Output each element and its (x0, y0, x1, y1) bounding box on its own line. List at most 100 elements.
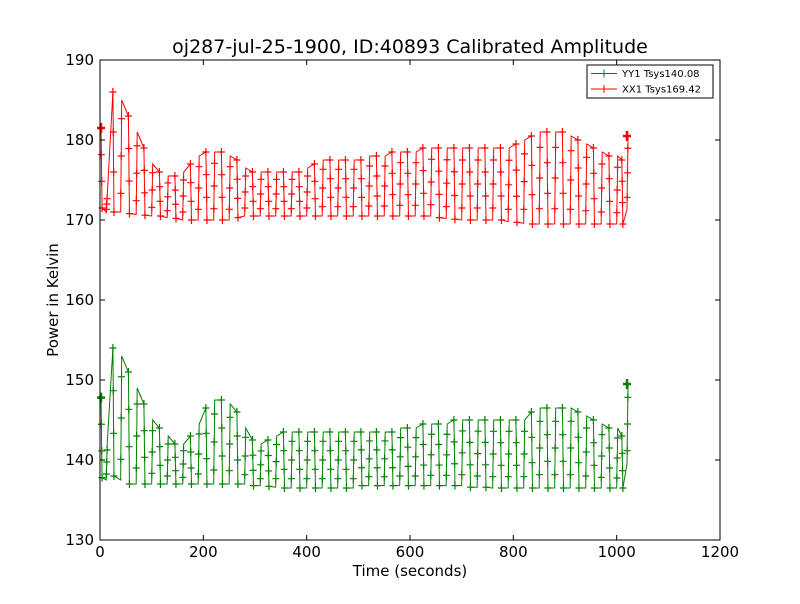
data-point (141, 453, 149, 462)
data-point (419, 420, 427, 428)
data-point (481, 438, 489, 447)
data-point (544, 457, 552, 466)
data-point (396, 452, 404, 461)
data-point (103, 446, 111, 454)
data-point (218, 216, 226, 224)
data-point (427, 471, 435, 480)
data-point (489, 204, 497, 212)
data-point (412, 180, 420, 188)
data-point (618, 156, 626, 164)
data-point (234, 194, 242, 203)
data-point (544, 189, 552, 198)
data-point (164, 440, 172, 448)
data-point (473, 472, 481, 480)
data-point (536, 444, 544, 452)
data-point (249, 182, 257, 191)
data-point (103, 194, 111, 203)
data-point (434, 144, 442, 152)
data-point (195, 184, 203, 192)
data-point (132, 196, 140, 205)
data-point (575, 484, 583, 492)
data-point (521, 427, 529, 436)
x-tick-label: 400 (292, 543, 321, 561)
data-point (590, 169, 598, 178)
data-point-end (97, 392, 106, 403)
data-point (481, 168, 489, 176)
legend: YY1 Tsys140.08 XX1 Tsys169.42 (586, 64, 714, 99)
data-point (403, 148, 411, 156)
data-point (536, 174, 544, 182)
data-point (225, 466, 233, 475)
data-point (404, 169, 412, 178)
x-axis: 0 200 400 600 800 1000 1200 (95, 60, 739, 561)
data-point (109, 386, 117, 395)
data-point (528, 458, 536, 467)
data-point (133, 141, 141, 150)
data-point (490, 156, 498, 164)
data-point (210, 438, 218, 446)
x-tick-label: 800 (499, 543, 528, 561)
data-point (404, 481, 412, 490)
data-point (597, 473, 605, 482)
y-tick-label: 190 (65, 51, 94, 69)
data-point (287, 204, 295, 213)
data-point (279, 168, 287, 176)
data-point (623, 193, 631, 202)
data-point (574, 164, 582, 172)
data-point (624, 420, 632, 428)
data-point (551, 204, 559, 213)
data-point (280, 465, 288, 474)
data-point (419, 440, 427, 449)
data-point (109, 88, 117, 96)
data-point (110, 429, 118, 438)
data-point (319, 184, 327, 192)
data-point (295, 182, 303, 191)
data-point (497, 192, 505, 200)
data-point (590, 461, 598, 470)
data-point (420, 481, 428, 490)
data-point (319, 456, 327, 464)
data-point (226, 162, 234, 171)
data-point (171, 453, 179, 462)
data-point (428, 155, 436, 164)
data-point (435, 461, 443, 470)
data-point (341, 156, 349, 164)
x-tick-label: 1000 (598, 543, 636, 561)
data-point (419, 144, 427, 152)
data-point (619, 484, 627, 492)
data-point (613, 186, 621, 194)
data-point (264, 451, 272, 460)
data-point (589, 416, 597, 424)
data-point (195, 450, 203, 458)
data-point (427, 450, 435, 459)
data-point (551, 174, 559, 182)
data-point (327, 465, 335, 474)
data-point (234, 480, 242, 488)
data-point (404, 443, 412, 452)
data-point (404, 190, 412, 199)
data-point (118, 372, 126, 381)
data-point (187, 216, 195, 224)
data-point (624, 393, 632, 402)
data-point (303, 474, 311, 483)
data-point (543, 158, 551, 167)
data-point (443, 450, 451, 459)
data-point (473, 204, 481, 212)
data-point (450, 167, 458, 176)
data-point (133, 432, 141, 440)
data-point (233, 432, 241, 440)
data-point (327, 193, 335, 202)
data-point (605, 152, 613, 160)
data-point (380, 202, 388, 210)
data-point (217, 396, 225, 404)
data-point (465, 416, 473, 424)
data-point (249, 197, 257, 206)
data-point (296, 197, 304, 206)
data-point (527, 408, 535, 416)
data-point (242, 172, 250, 180)
data-point (358, 193, 366, 202)
data-point (474, 427, 482, 436)
data-point (459, 426, 467, 435)
data-point (559, 220, 567, 228)
data-point (366, 436, 374, 445)
